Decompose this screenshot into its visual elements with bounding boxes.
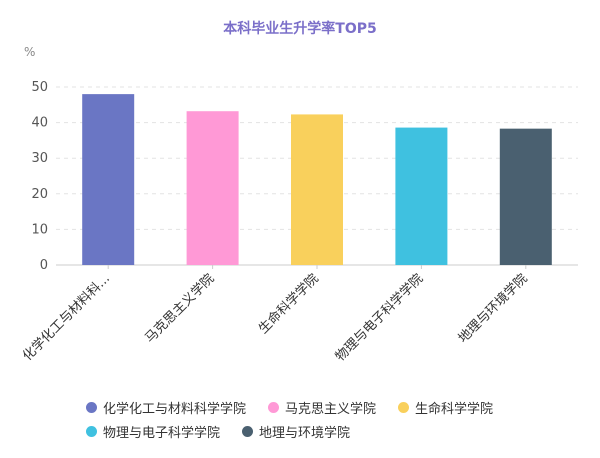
bar-chart: 0 10 20 30 40 50 化学化工与材料科... 马克思主义学院 生命科学学院 物理与电子… bbox=[19, 80, 578, 365]
legend-label: 生命科学学院 bbox=[415, 401, 494, 417]
y-tick-label: 30 bbox=[31, 151, 48, 166]
x-tick-label: 物理与电子科学学院 bbox=[332, 271, 426, 365]
legend-item[interactable]: 化学化工与材料科学学院 bbox=[86, 398, 247, 417]
legend-swatch bbox=[86, 425, 97, 437]
x-tick-label: 马克思主义学院 bbox=[142, 271, 218, 347]
legend-item[interactable]: 地理与环境学院 bbox=[242, 422, 351, 441]
x-tick-label: 地理与环境学院 bbox=[455, 271, 531, 347]
bar bbox=[291, 114, 343, 265]
y-tick-label: 40 bbox=[31, 116, 48, 131]
legend-item[interactable]: 生命科学学院 bbox=[398, 398, 494, 417]
bar bbox=[499, 128, 552, 265]
legend-label: 马克思主义学院 bbox=[285, 401, 377, 417]
bar bbox=[186, 111, 239, 265]
legend-label: 物理与电子科学学院 bbox=[103, 425, 221, 441]
x-tick-label: 化学化工与材料科... bbox=[19, 271, 113, 365]
legend-item[interactable]: 马克思主义学院 bbox=[268, 398, 377, 417]
legend-swatch bbox=[86, 401, 97, 413]
y-tick-label: 10 bbox=[31, 222, 48, 237]
bar bbox=[395, 127, 448, 265]
y-axis-unit: % bbox=[24, 45, 36, 59]
y-tick-label: 50 bbox=[31, 80, 48, 95]
legend: 化学化工与材料科学学院 马克思主义学院 生命科学学院物理与电子科学学院 地理与环境学院 bbox=[86, 398, 586, 441]
y-tick-label: 0 bbox=[40, 258, 48, 273]
x-tick-label: 生命科学学院 bbox=[255, 271, 321, 337]
bar bbox=[82, 94, 135, 266]
legend-swatch bbox=[268, 401, 280, 413]
legend-label: 化学化工与材料科学学院 bbox=[103, 401, 247, 417]
y-tick-label: 20 bbox=[31, 187, 48, 202]
legend-swatch bbox=[398, 401, 410, 413]
legend-swatch bbox=[242, 425, 254, 437]
chart-title: 本科毕业生升学率TOP5 bbox=[223, 21, 377, 37]
legend-item[interactable]: 物理与电子科学学院 bbox=[86, 422, 221, 441]
legend-label: 地理与环境学院 bbox=[259, 425, 351, 441]
